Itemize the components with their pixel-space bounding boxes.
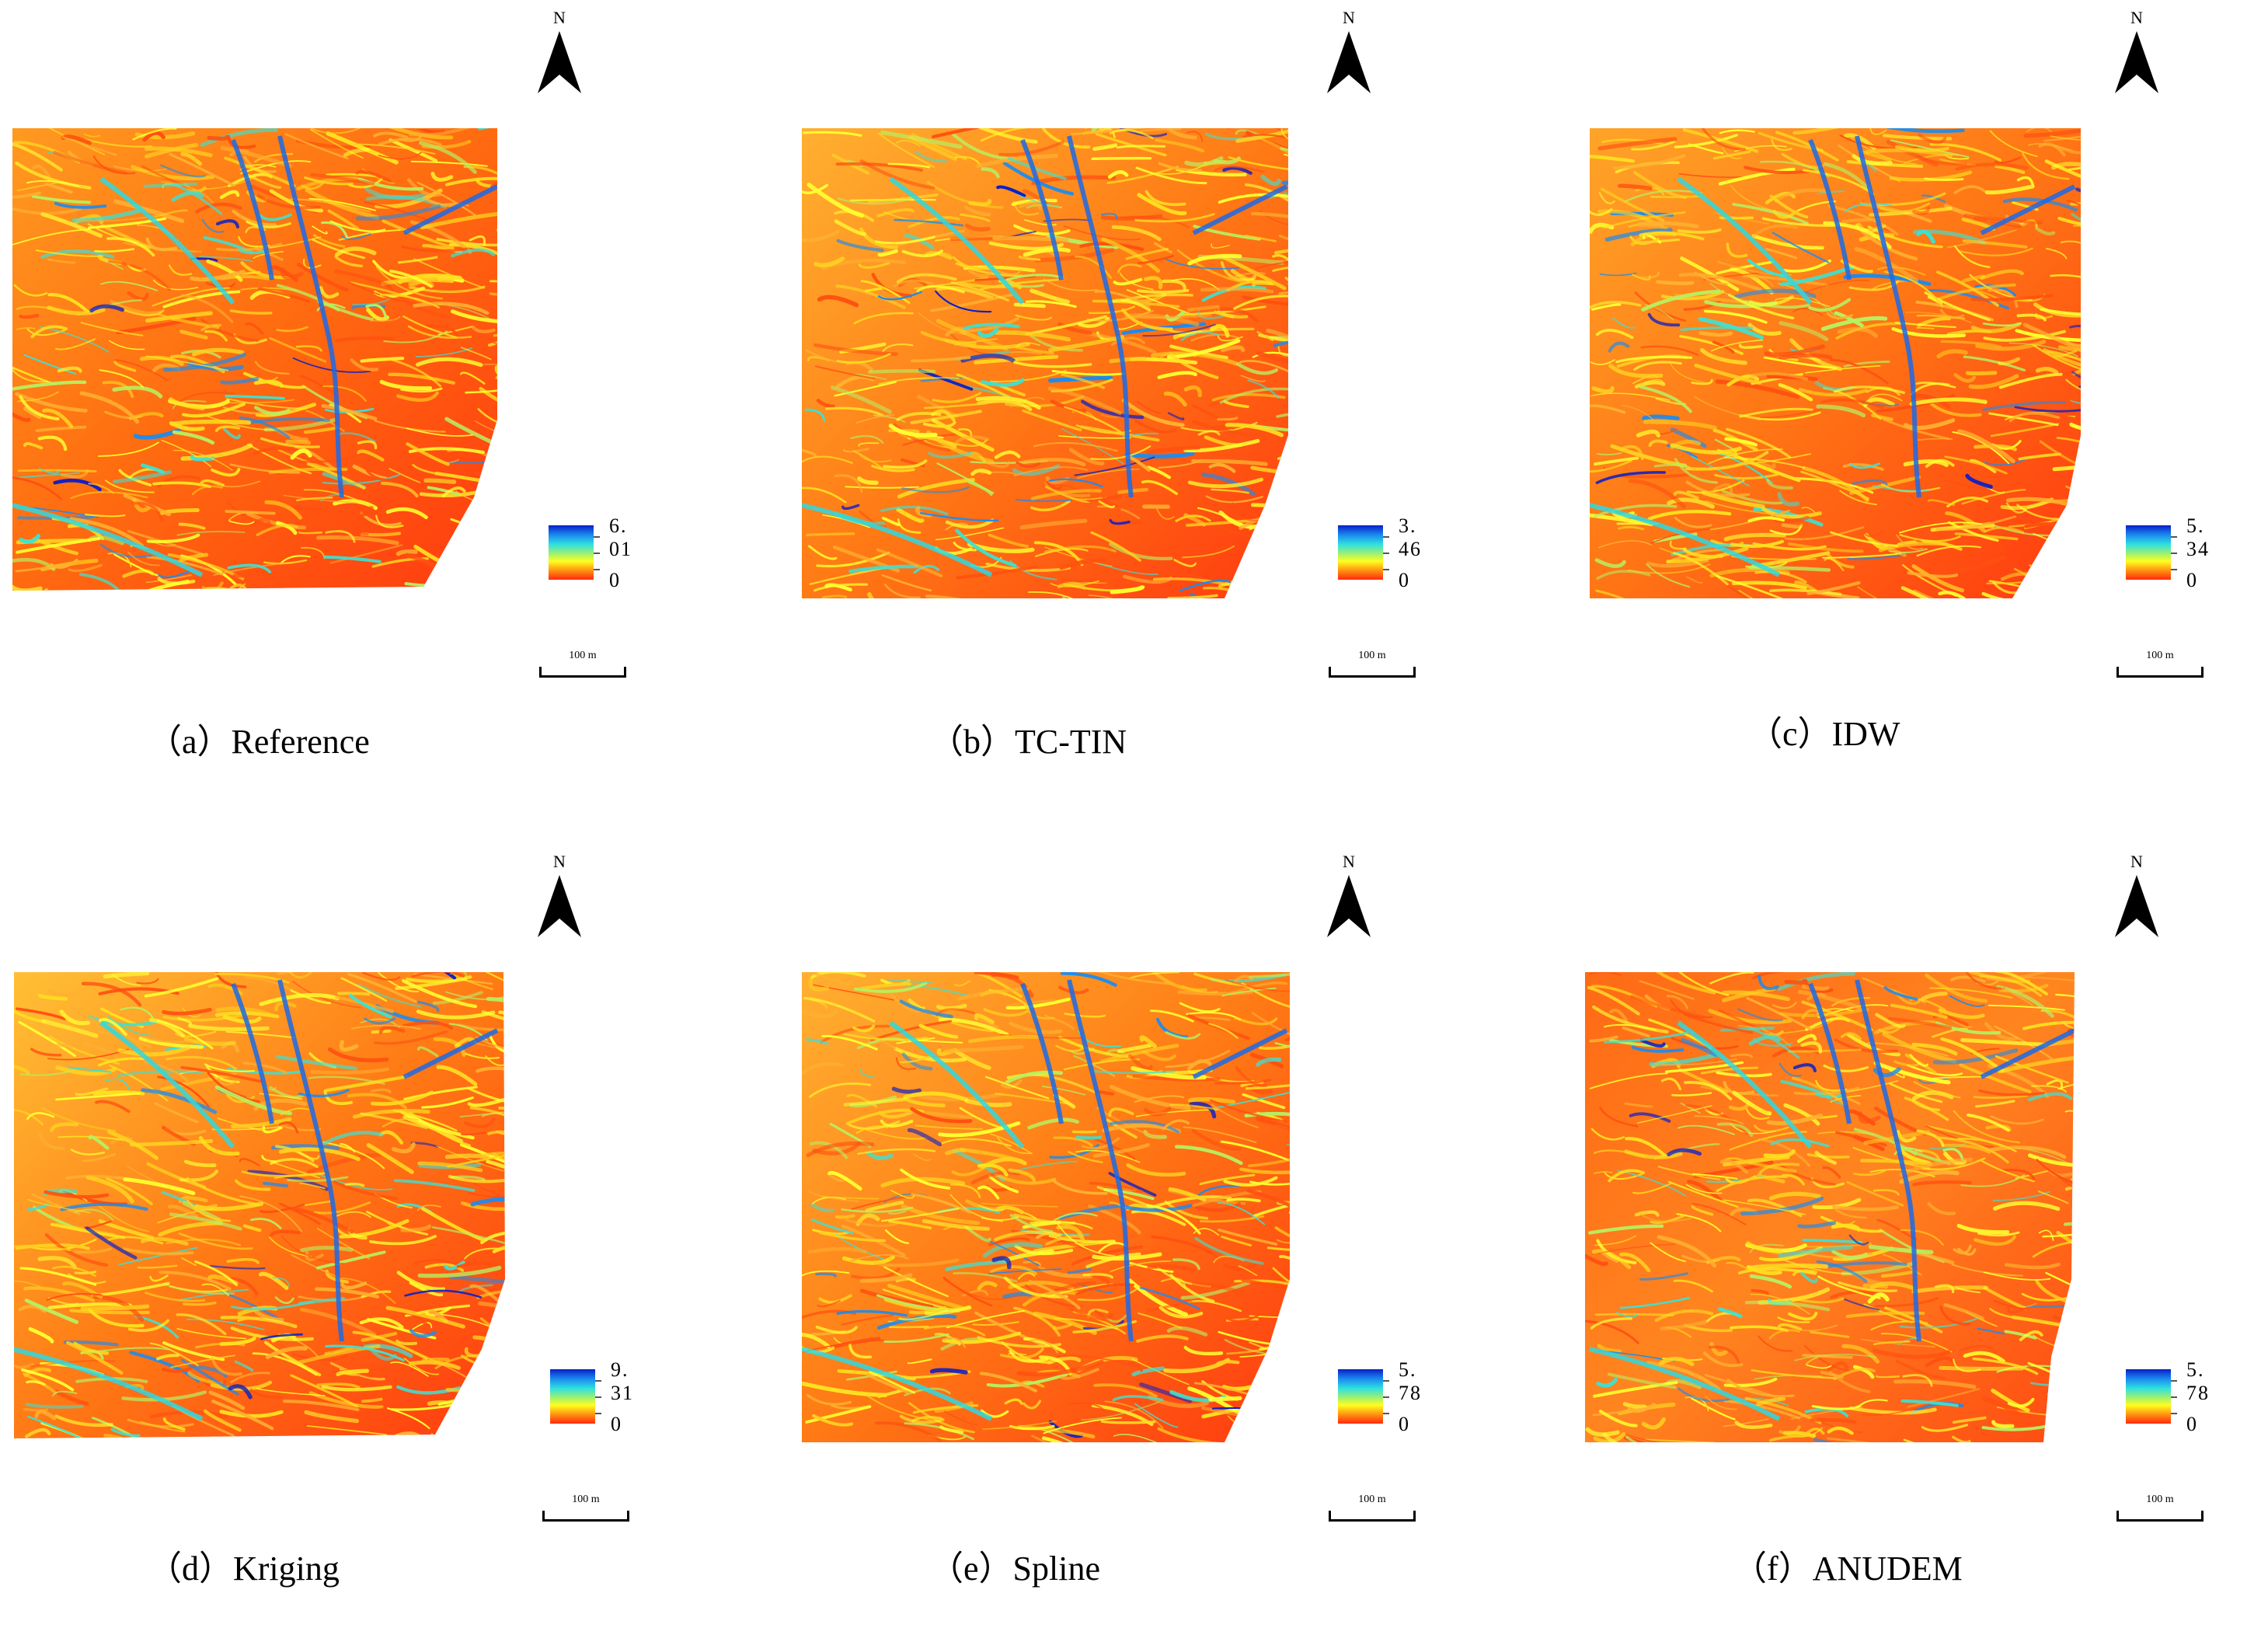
legend-max-value: 5. 34 — [2186, 514, 2210, 560]
north-arrow-icon — [538, 875, 581, 937]
north-arrow-icon — [2115, 31, 2158, 93]
north-arrow-icon — [1327, 31, 1371, 93]
panel-anudem: N 5. 78 0 100 m （f）ANUDEM — [1577, 844, 2268, 1635]
scale-label: 100 m — [1358, 650, 1386, 661]
legend-color-ramp — [1338, 525, 1383, 580]
legend-color-ramp — [549, 525, 594, 580]
legend-max-value: 5. 78 — [2186, 1358, 2210, 1404]
scale-label: 100 m — [2146, 1494, 2174, 1505]
legend-min-value: 0 — [1399, 1413, 1409, 1435]
north-letter: N — [1343, 8, 1355, 27]
north-arrow-icon — [538, 31, 581, 93]
panel-caption: （c）IDW — [1748, 715, 1900, 753]
panel-reference: N 6. 01 0 100 m （a）Reference — [0, 0, 756, 791]
legend-min-value: 0 — [2186, 569, 2197, 591]
scale-label: 100 m — [572, 1494, 600, 1505]
legend-min-value: 0 — [611, 1413, 621, 1435]
panel-caption: （e）Spline — [929, 1550, 1100, 1588]
legend-min-value: 0 — [1399, 569, 1409, 591]
terrain-streaks — [1590, 128, 2081, 598]
panel-idw: N 5. 34 0 100 m （c）IDW — [1577, 0, 2268, 791]
raster-map — [1590, 128, 2081, 598]
panel-spline: N 5. 78 0 100 m （e）Spline — [789, 844, 1545, 1635]
panel-caption: （d）Kriging — [148, 1550, 340, 1588]
terrain-streaks — [12, 128, 497, 591]
north-arrow-icon — [1327, 875, 1371, 937]
terrain-streaks — [802, 972, 1290, 1442]
north-arrow-icon — [2115, 875, 2158, 937]
legend-color-ramp — [2126, 525, 2171, 580]
raster-map — [12, 128, 497, 591]
panel-tc-tin: N 3. 46 0 100 m （b）TC-TIN — [789, 0, 1545, 791]
north-letter: N — [2130, 8, 2143, 27]
raster-map — [14, 972, 505, 1438]
legend-max-value: 3. 46 — [1399, 514, 1422, 560]
panel-caption: （a）Reference — [148, 723, 370, 761]
panel-caption: （f）ANUDEM — [1733, 1550, 1963, 1588]
legend-color-ramp — [2126, 1369, 2171, 1424]
scale-label: 100 m — [569, 650, 597, 661]
panel-caption: （b）TC-TIN — [929, 723, 1127, 761]
legend-max-value: 5. 78 — [1399, 1358, 1422, 1404]
legend-color-ramp — [1338, 1369, 1383, 1424]
legend-min-value: 0 — [609, 569, 619, 591]
north-letter: N — [1343, 852, 1355, 871]
raster-map — [802, 972, 1290, 1442]
north-letter: N — [2130, 852, 2143, 871]
legend-max-value: 9. 31 — [611, 1358, 634, 1404]
raster-map — [1585, 972, 2075, 1442]
scale-label: 100 m — [1358, 1494, 1386, 1505]
legend-min-value: 0 — [2186, 1413, 2197, 1435]
north-letter: N — [553, 8, 566, 27]
scale-label: 100 m — [2146, 650, 2174, 661]
terrain-streaks — [1585, 972, 2075, 1442]
terrain-streaks — [14, 972, 505, 1438]
legend-max-value: 6. 01 — [609, 514, 632, 560]
raster-map — [802, 128, 1288, 598]
north-letter: N — [553, 852, 566, 871]
panel-kriging: N 9. 31 0 100 m （d）Kriging — [0, 844, 756, 1635]
legend-color-ramp — [550, 1369, 595, 1424]
